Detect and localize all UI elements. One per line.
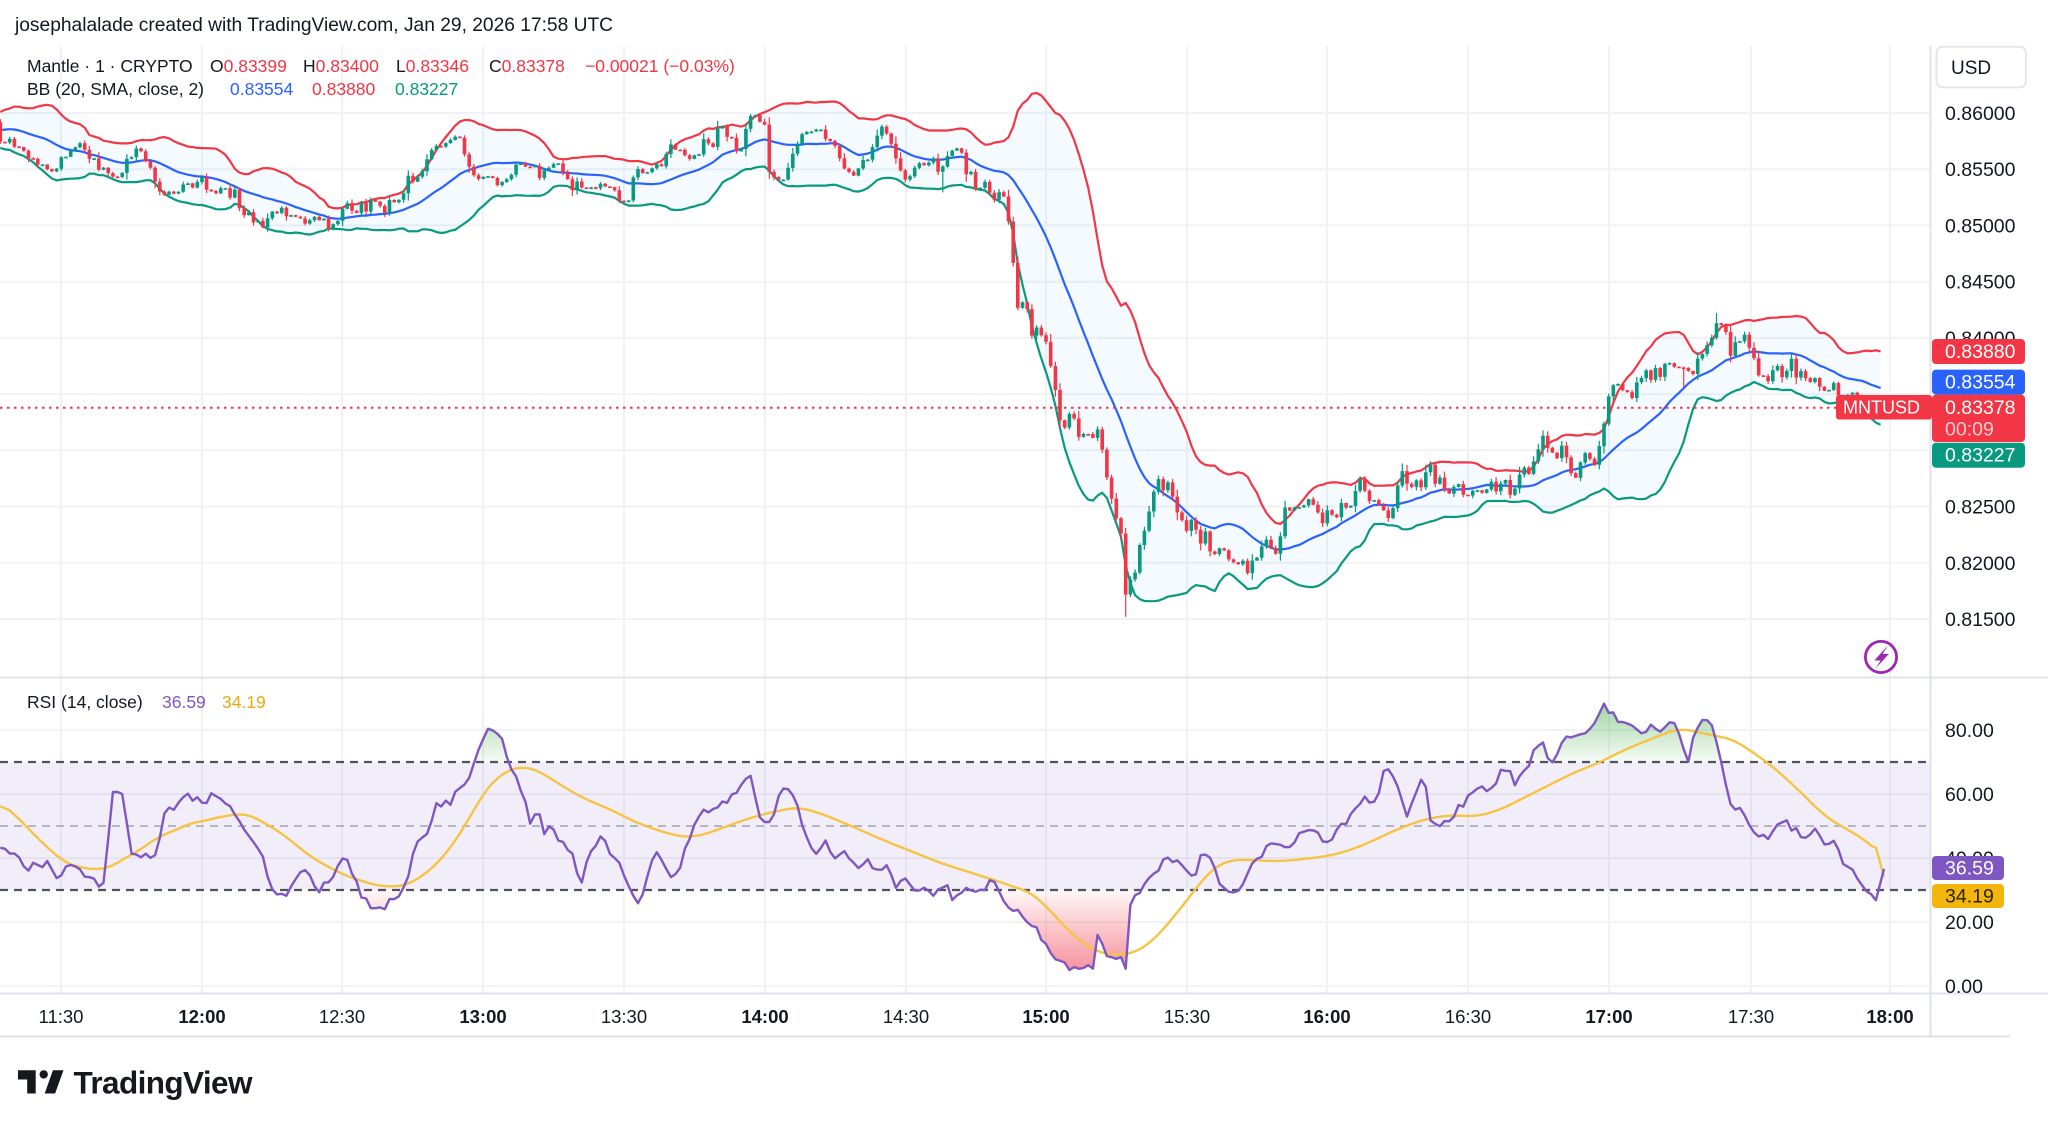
svg-text:12:30: 12:30 (319, 1006, 365, 1027)
svg-text:−0.00021 (−0.03%): −0.00021 (−0.03%) (585, 56, 735, 76)
svg-text:36.59: 36.59 (162, 692, 206, 712)
svg-text:0.83378: 0.83378 (1945, 397, 2016, 419)
svg-text:20.00: 20.00 (1945, 912, 1994, 934)
svg-text:0.83227: 0.83227 (1945, 445, 2016, 467)
svg-text:18:00: 18:00 (1866, 1006, 1913, 1027)
svg-text:Mantle · 1 · CRYPTO: Mantle · 1 · CRYPTO (27, 56, 193, 76)
svg-text:17:30: 17:30 (1728, 1006, 1774, 1027)
svg-text:josephalalade created with Tra: josephalalade created with TradingView.c… (14, 15, 613, 36)
svg-text:13:30: 13:30 (601, 1006, 647, 1027)
svg-text:60.00: 60.00 (1945, 784, 1994, 806)
svg-text:15:00: 15:00 (1022, 1006, 1069, 1027)
svg-text:RSI (14, close): RSI (14, close) (27, 692, 143, 712)
svg-text:17:00: 17:00 (1585, 1006, 1632, 1027)
svg-text:16:00: 16:00 (1303, 1006, 1350, 1027)
svg-text:TradingView: TradingView (74, 1065, 253, 1101)
svg-text:USD: USD (1951, 58, 1991, 79)
svg-text:0.83880: 0.83880 (312, 79, 376, 99)
svg-text:L0.83346: L0.83346 (396, 56, 469, 76)
svg-text:0.83554: 0.83554 (230, 79, 294, 99)
svg-text:0.81500: 0.81500 (1945, 609, 2016, 631)
svg-text:0.83554: 0.83554 (1945, 372, 2016, 394)
svg-text:13:00: 13:00 (459, 1006, 506, 1027)
svg-text:0.82000: 0.82000 (1945, 553, 2016, 575)
svg-text:0.84500: 0.84500 (1945, 272, 2016, 294)
svg-text:36.59: 36.59 (1945, 858, 1994, 880)
svg-text:O0.83399: O0.83399 (210, 56, 287, 76)
svg-text:MNTUSD: MNTUSD (1843, 398, 1920, 418)
svg-text:0.85500: 0.85500 (1945, 159, 2016, 181)
svg-text:BB (20, SMA, close, 2): BB (20, SMA, close, 2) (27, 79, 204, 99)
svg-text:C0.83378: C0.83378 (489, 56, 565, 76)
svg-text:0.86000: 0.86000 (1945, 103, 2016, 125)
svg-text:0.00: 0.00 (1945, 976, 1983, 998)
svg-text:0.83880: 0.83880 (1945, 341, 2016, 363)
svg-text:11:30: 11:30 (39, 1006, 84, 1027)
svg-text:80.00: 80.00 (1945, 720, 1994, 742)
svg-text:0.85000: 0.85000 (1945, 215, 2016, 237)
svg-text:H0.83400: H0.83400 (303, 56, 379, 76)
svg-text:00:09: 00:09 (1945, 419, 1994, 441)
svg-text:0.82500: 0.82500 (1945, 497, 2016, 519)
svg-text:0.83227: 0.83227 (395, 79, 458, 99)
svg-text:16:30: 16:30 (1445, 1006, 1491, 1027)
svg-text:14:00: 14:00 (741, 1006, 788, 1027)
svg-text:34.19: 34.19 (1945, 886, 1994, 908)
svg-text:12:00: 12:00 (178, 1006, 225, 1027)
svg-text:14:30: 14:30 (883, 1006, 929, 1027)
svg-text:15:30: 15:30 (1164, 1006, 1210, 1027)
svg-text:34.19: 34.19 (222, 692, 266, 712)
